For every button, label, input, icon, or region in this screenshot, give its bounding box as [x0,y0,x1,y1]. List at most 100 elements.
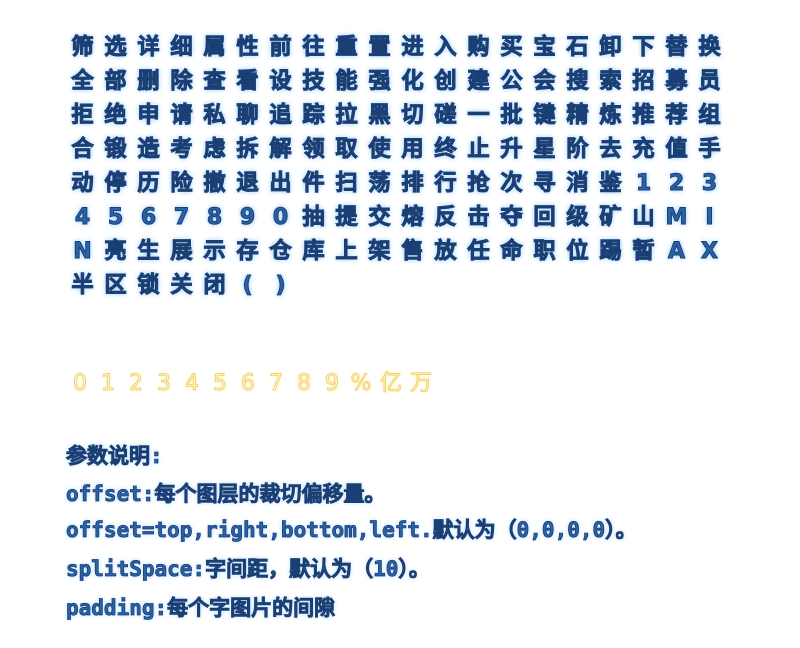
glyph-cell: 置 [368,35,391,61]
glyph-cell: 亮 [104,239,127,265]
glyph-cell: 组 [698,103,721,129]
glyph-cell: 出 [269,171,292,197]
glyph-cell: 公 [500,69,523,95]
number-glyph-cell: 9 [325,371,340,397]
glyph-cell: 7 [173,205,190,231]
glyph-cell: 熔 [401,205,424,231]
glyph-cell: 进 [401,35,424,61]
glyph-cell: 0 [272,205,289,231]
glyph-cell: 入 [434,35,457,61]
glyph-cell: 考 [170,137,193,163]
glyph-cell: 上 [335,239,358,265]
number-glyph-cell: 7 [269,371,284,397]
glyph-cell: 夺 [500,205,523,231]
glyph-cell: 招 [632,69,655,95]
glyph-cell: 技 [302,69,325,95]
glyph-cell: 化 [401,69,424,95]
glyph-cell: 扫 [335,171,358,197]
number-glyph-cell: 3 [157,371,172,397]
glyph-cell: 示 [203,239,226,265]
number-glyph-cell: 0 [73,371,88,397]
glyph-cell: 石 [566,35,589,61]
glyph-cell: 全 [71,69,94,95]
glyph-cell: N [73,239,92,265]
params-heading: 参数说明: [66,444,163,469]
glyph-cell: 级 [566,205,589,231]
glyph-cell: 删 [137,69,160,95]
glyph-cell: 聊 [236,103,259,129]
glyph-cell: 存 [236,239,259,265]
glyph-cell: 一 [467,103,490,129]
glyph-cell: 寻 [533,171,556,197]
glyph-cell: 宝 [533,35,556,61]
glyph-cell: ( [242,273,253,299]
glyph-cell: 反 [434,205,457,231]
glyph-cell: 历 [137,171,160,197]
glyph-cell: 属 [203,35,226,61]
glyph-cell: 前 [269,35,292,61]
number-glyph-cell: 6 [241,371,256,397]
glyph-cell: 暂 [632,239,655,265]
glyph-cell: 炼 [599,103,622,129]
glyph-cell: 抽 [302,205,325,231]
glyph-cell: 动 [71,171,94,197]
glyph-cell: 员 [698,69,721,95]
glyph-cell: 强 [368,69,391,95]
glyph-cell: 4 [74,205,91,231]
glyph-cell: 退 [236,171,259,197]
glyph-cell: 9 [239,205,256,231]
glyph-cell: 详 [137,35,160,61]
glyph-cell: 合 [71,137,94,163]
glyph-cell: 次 [500,171,523,197]
glyph-cell: 去 [599,137,622,163]
glyph-cell: 任 [467,239,490,265]
glyph-cell: 架 [368,239,391,265]
glyph-cell: 荐 [665,103,688,129]
glyph-cell: 绝 [104,103,127,129]
glyph-cell: 请 [170,103,193,129]
glyph-cell: I [705,205,714,231]
glyph-cell: 除 [170,69,193,95]
glyph-cell: 5 [107,205,124,231]
glyph-cell: 追 [269,103,292,129]
glyph-cell: 充 [632,137,655,163]
glyph-cell: 能 [335,69,358,95]
glyph-cell: 卸 [599,35,622,61]
glyph-cell: 锻 [104,137,127,163]
glyph-cell: A [667,239,686,265]
glyph-cell: 仓 [269,239,292,265]
glyph-cell: 查 [203,69,226,95]
glyph-cell: 撤 [203,171,226,197]
number-glyph-cell: 亿 [379,371,402,397]
glyph-cell: 踢 [599,239,622,265]
glyph-cell: 锁 [137,273,160,299]
glyph-cell: 阶 [566,137,589,163]
glyph-cell: 申 [137,103,160,129]
glyph-cell: 用 [401,137,424,163]
glyph-cell: 终 [434,137,457,163]
glyph-cell: 买 [500,35,523,61]
number-glyph-cell: % [350,371,372,397]
glyph-cell: 8 [206,205,223,231]
glyph-cell: 件 [302,171,325,197]
glyph-cell: 职 [533,239,556,265]
glyph-cell: 募 [665,69,688,95]
glyph-cell: 替 [665,35,688,61]
glyph-cell: 排 [401,171,424,197]
glyph-cell: M [665,205,688,231]
glyph-cell: 重 [335,35,358,61]
glyph-cell: 会 [533,69,556,95]
number-glyph-cell: 4 [185,371,200,397]
glyph-cell: 取 [335,137,358,163]
glyph-cell: 拆 [236,137,259,163]
number-glyph-cell: 5 [213,371,228,397]
glyph-cell: 闭 [203,273,226,299]
glyph-cell: 细 [170,35,193,61]
glyph-cell: 索 [599,69,622,95]
glyph-cell: 山 [632,205,655,231]
glyph-cell: 筛 [71,35,94,61]
glyph-cell: 6 [140,205,157,231]
glyph-cell: 区 [104,273,127,299]
glyph-cell: 使 [368,137,391,163]
glyph-cell: 虑 [203,137,226,163]
